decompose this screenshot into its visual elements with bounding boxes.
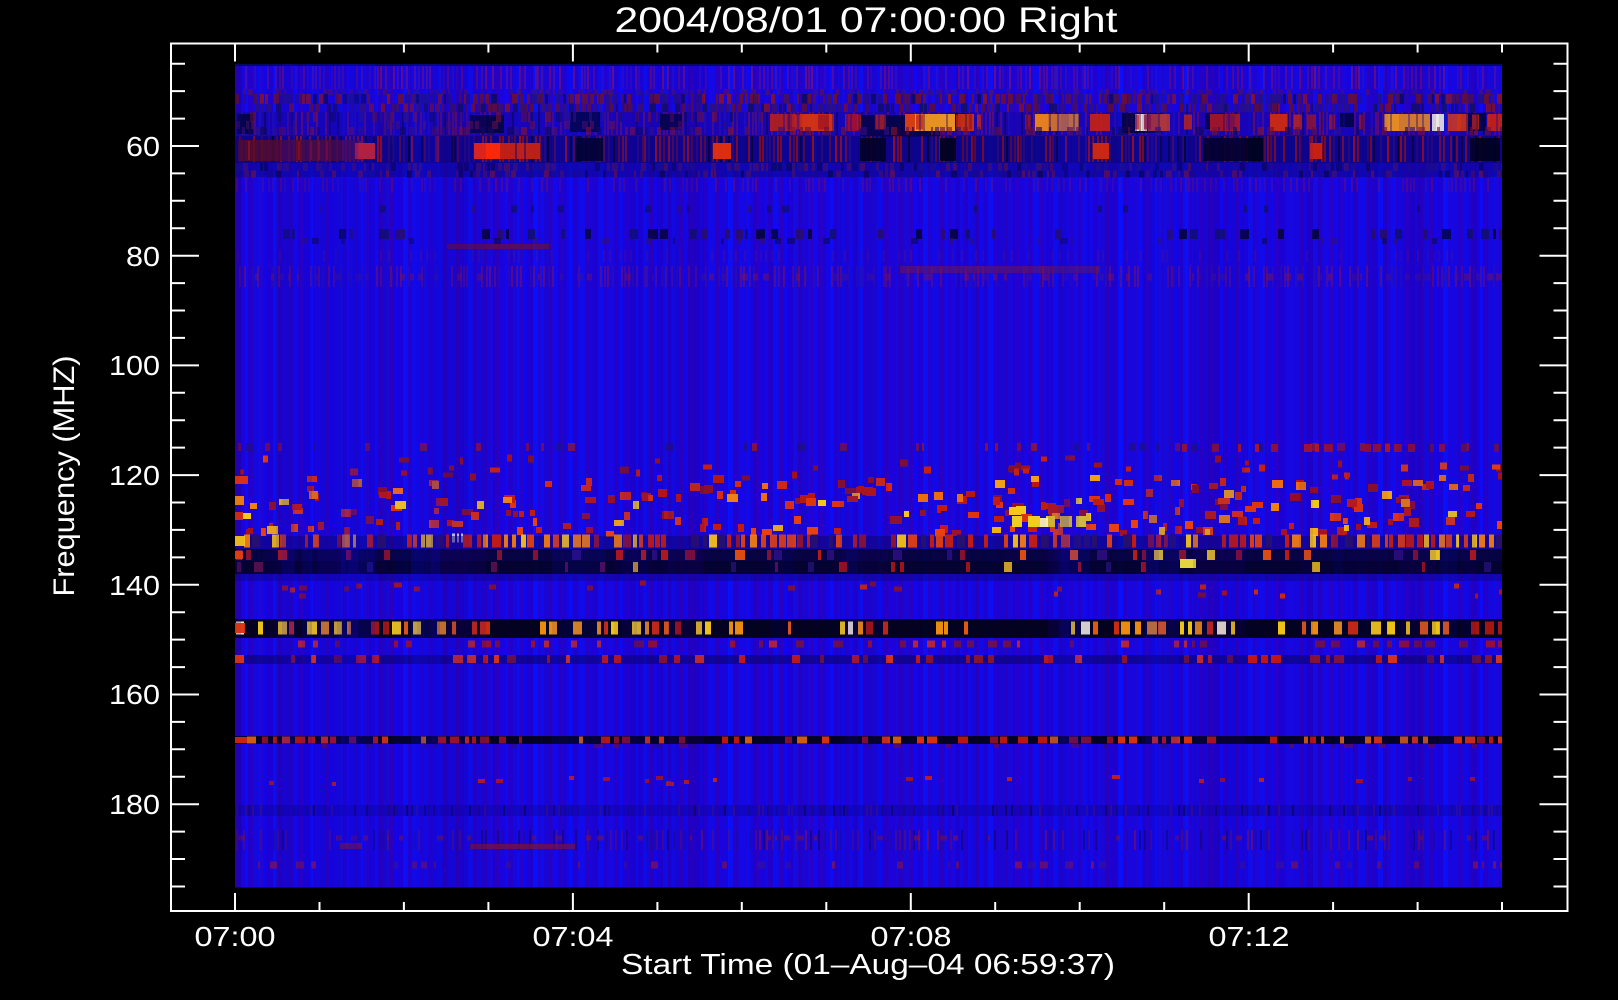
svg-text:140: 140 (109, 570, 160, 601)
svg-text:07:04: 07:04 (533, 921, 614, 952)
svg-text:2004/08/01 07:00:00 Right: 2004/08/01 07:00:00 Right (615, 1, 1118, 40)
svg-text:07:00: 07:00 (195, 921, 276, 952)
svg-text:100: 100 (109, 350, 160, 381)
svg-text:Frequency (MHZ): Frequency (MHZ) (48, 356, 81, 597)
svg-text:80: 80 (126, 241, 160, 272)
svg-text:60: 60 (126, 131, 160, 162)
svg-text:180: 180 (109, 789, 160, 820)
svg-text:120: 120 (109, 460, 160, 491)
svg-text:07:12: 07:12 (1209, 921, 1290, 952)
svg-text:160: 160 (109, 679, 160, 710)
svg-text:Start Time (01–Aug–04 06:59:37: Start Time (01–Aug–04 06:59:37) (621, 949, 1115, 981)
svg-text:07:08: 07:08 (871, 921, 952, 952)
